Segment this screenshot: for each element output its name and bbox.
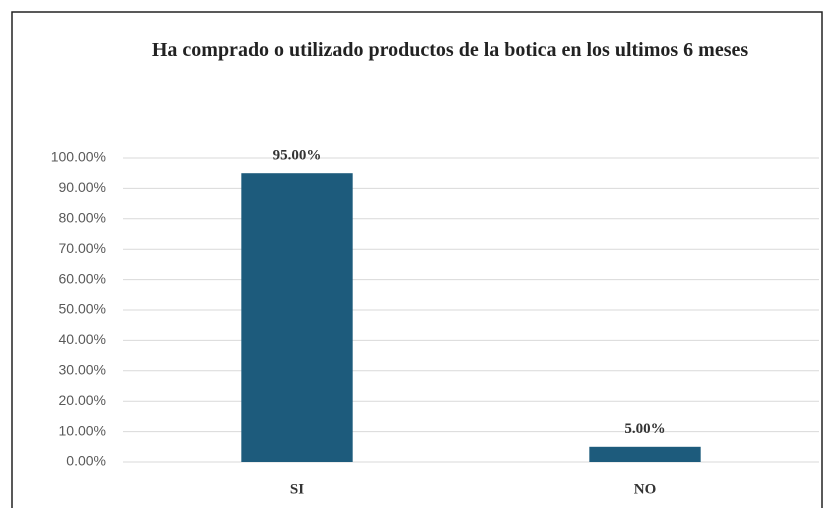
y-tick-label: 30.00% — [59, 362, 106, 378]
y-tick-label: 70.00% — [59, 240, 106, 256]
y-tick-label: 60.00% — [59, 270, 106, 286]
data-label: 95.00% — [273, 148, 322, 164]
y-tick-label: 0.00% — [66, 453, 106, 469]
y-tick-label: 40.00% — [59, 331, 106, 347]
y-tick-label: 100.00% — [51, 149, 106, 165]
y-tick-label: 10.00% — [59, 422, 106, 438]
chart-title: Ha comprado o utilizado productos de la … — [151, 39, 749, 61]
y-tick-label: 90.00% — [59, 179, 106, 195]
x-tick-label: SI — [290, 481, 304, 497]
x-tick-label: NO — [634, 481, 657, 497]
y-tick-label: 80.00% — [59, 210, 106, 226]
y-tick-label: 20.00% — [59, 392, 106, 408]
data-label: 5.00% — [624, 421, 665, 437]
bar — [241, 173, 353, 462]
bar — [589, 446, 701, 462]
chart-border — [11, 11, 823, 508]
y-tick-label: 50.00% — [59, 301, 106, 317]
